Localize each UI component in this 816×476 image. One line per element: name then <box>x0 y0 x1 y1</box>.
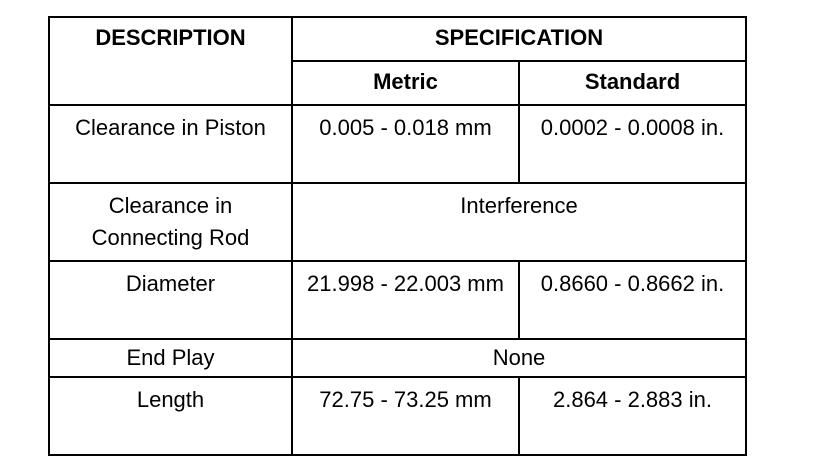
metric-cell: 0.005 - 0.018 mm <box>291 104 520 184</box>
standard-header: Standard <box>518 60 747 106</box>
subheader-row: Metric Standard <box>49 60 747 106</box>
table-row: Clearance in Connecting Rod Interference <box>48 182 747 262</box>
table-row: Length 72.75 - 73.25 mm 2.864 - 2.883 in… <box>48 376 747 456</box>
description-cell: Diameter <box>48 260 293 340</box>
combined-cell: Interference <box>291 182 747 262</box>
standard-cell: 2.864 - 2.883 in. <box>518 376 747 456</box>
description-cell: Clearance in Piston <box>48 104 293 184</box>
description-cell: End Play <box>48 338 293 378</box>
specification-header: SPECIFICATION <box>291 16 747 62</box>
table-row: Diameter 21.998 - 22.003 mm 0.8660 - 0.8… <box>48 260 747 340</box>
standard-cell: 0.0002 - 0.0008 in. <box>518 104 747 184</box>
combined-cell: None <box>291 338 747 378</box>
description-cell: Length <box>48 376 293 456</box>
description-header: DESCRIPTION <box>48 16 293 106</box>
table-row: Clearance in Piston 0.005 - 0.018 mm 0.0… <box>48 104 747 184</box>
metric-cell: 72.75 - 73.25 mm <box>291 376 520 456</box>
metric-cell: 21.998 - 22.003 mm <box>291 260 520 340</box>
table-row: End Play None <box>48 338 747 378</box>
metric-header: Metric <box>291 60 520 106</box>
standard-cell: 0.8660 - 0.8662 in. <box>518 260 747 340</box>
specification-table: DESCRIPTION SPECIFICATION Metric Standar… <box>48 16 747 456</box>
description-cell: Clearance in Connecting Rod <box>48 182 293 262</box>
header-row: DESCRIPTION SPECIFICATION <box>48 16 747 106</box>
